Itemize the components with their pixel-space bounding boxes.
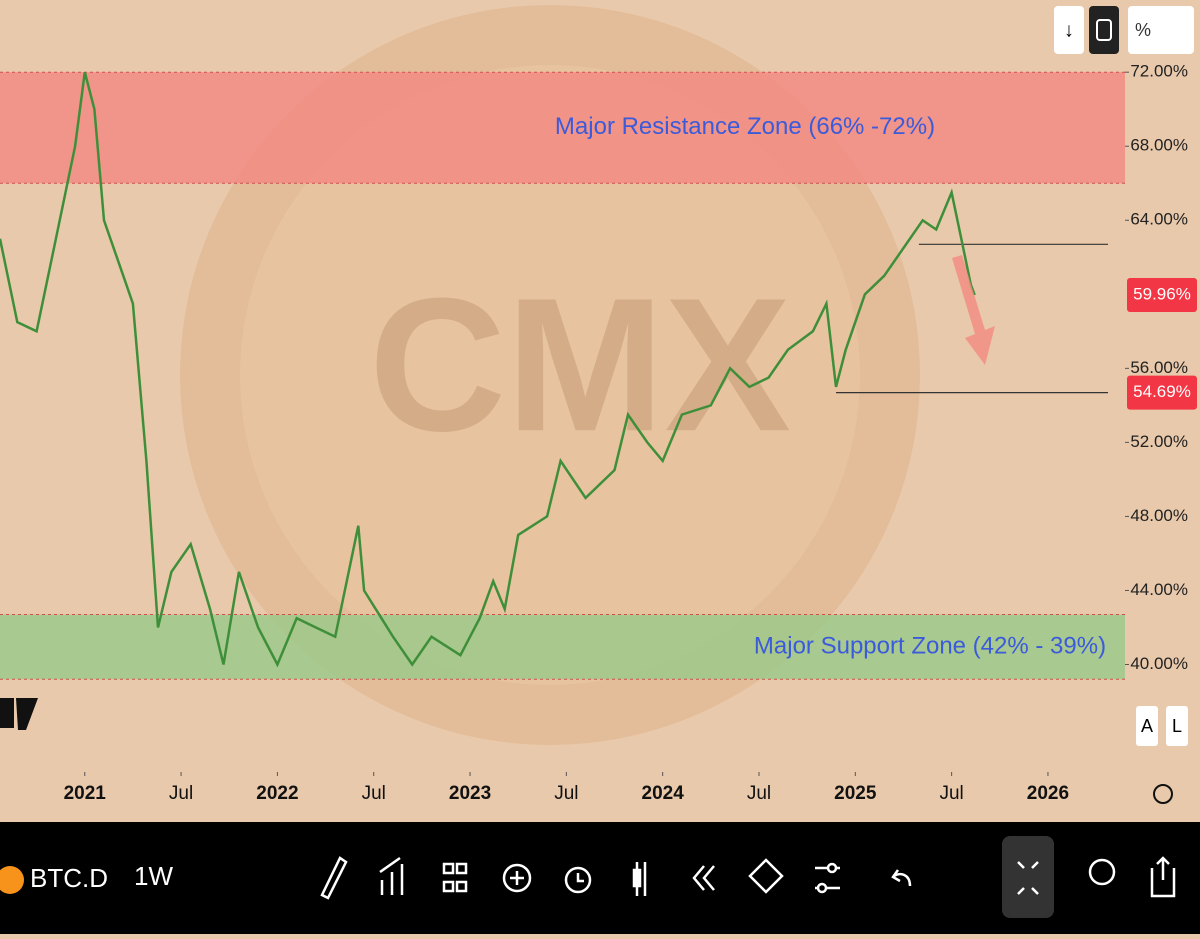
- fullscreen-button[interactable]: [1089, 6, 1119, 54]
- draw-icon[interactable]: [320, 856, 348, 900]
- price-badge: [1127, 278, 1197, 313]
- log-scale-button[interactable]: [1166, 706, 1188, 746]
- symbol[interactable]: BTC.D: [30, 863, 108, 893]
- plot-area: Major Resistance Zone (66% -72%) Major Su…: [0, 62, 1197, 804]
- auto-scale-button[interactable]: [1136, 706, 1158, 746]
- x-tick-label: Jul: [362, 783, 386, 804]
- toolbar-icons: [320, 856, 912, 900]
- settings-icon[interactable]: [1153, 784, 1173, 804]
- y-tick-label: 44.00%: [1130, 580, 1188, 599]
- share-icon[interactable]: [1150, 856, 1176, 898]
- down-arrow: [952, 255, 995, 365]
- y-tick-label: 52.00%: [1130, 432, 1188, 451]
- price-line: [0, 71, 976, 668]
- fullscreen-icon: [1096, 19, 1112, 41]
- zone-label: Major Resistance Zone (66% -72%): [555, 113, 935, 140]
- zone-label: Major Support Zone (42% - 39%): [754, 632, 1106, 659]
- unit-text: %: [1135, 20, 1151, 40]
- watermark: CMX: [180, 5, 920, 745]
- svg-text:CMX: CMX: [369, 259, 791, 471]
- auto-scale-label: A: [1141, 716, 1153, 736]
- layouts-icon[interactable]: [442, 862, 455, 875]
- interval[interactable]: 1W: [134, 861, 173, 891]
- x-tick-label: Jul: [747, 783, 771, 804]
- y-tick-label: 40.00%: [1130, 654, 1188, 673]
- bottom-toolbar: [0, 822, 1200, 934]
- zone: [0, 72, 1125, 184]
- x-tick-label: 2022: [256, 783, 298, 804]
- x-tick-label: Jul: [169, 783, 193, 804]
- x-tick-label: Jul: [554, 783, 578, 804]
- undo-icon[interactable]: [891, 869, 912, 887]
- x-tick-label: Jul: [939, 783, 963, 804]
- x-tick-label: 2021: [64, 783, 107, 804]
- invert-icon: ↓: [1064, 19, 1074, 41]
- invert-button[interactable]: [1054, 6, 1084, 54]
- alert-icon[interactable]: [564, 866, 592, 894]
- y-tick-label: 48.00%: [1130, 506, 1188, 525]
- replay-icon[interactable]: [692, 865, 715, 891]
- y-tick-label: 56.00%: [1130, 358, 1188, 377]
- log-scale-label: L: [1172, 716, 1182, 736]
- x-tick-label: 2025: [834, 783, 877, 804]
- x-tick-label: 2024: [642, 783, 685, 804]
- price-badge-label: 54.69%: [1133, 382, 1191, 401]
- x-tick-label: 2026: [1027, 783, 1069, 804]
- y-tick-label: 68.00%: [1130, 136, 1188, 155]
- btc-icon: [0, 866, 24, 894]
- add-icon[interactable]: [502, 863, 532, 893]
- ideas-icon[interactable]: [1088, 858, 1116, 886]
- tv-logo: [0, 698, 38, 730]
- collapse-icon: [1017, 861, 1039, 895]
- x-tick-label: 2023: [449, 783, 491, 804]
- zone: [0, 614, 1125, 680]
- indicators-icon[interactable]: [379, 856, 404, 895]
- unit-field[interactable]: [1128, 6, 1194, 54]
- y-tick-label: 64.00%: [1130, 210, 1188, 229]
- price-badge: [1127, 375, 1197, 410]
- y-tick-label: 72.00%: [1130, 62, 1188, 81]
- price-badge-label: 59.96%: [1133, 285, 1191, 304]
- objects-icon[interactable]: [748, 858, 784, 894]
- collapse-button[interactable]: [1002, 836, 1054, 918]
